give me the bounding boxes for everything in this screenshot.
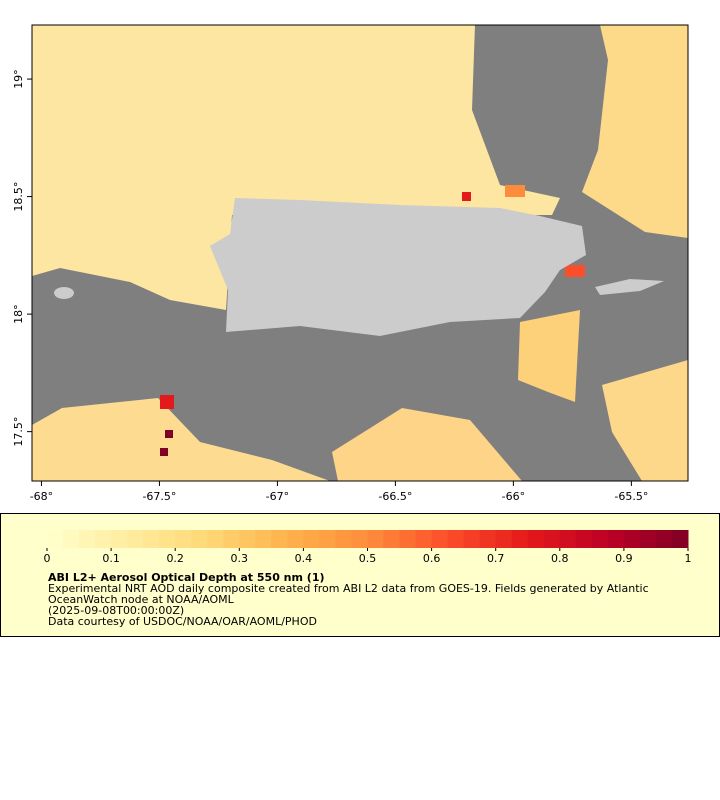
colorbar-segment <box>639 530 657 548</box>
aerosol-hotspot <box>160 395 174 409</box>
colorbar-segment <box>415 530 433 548</box>
colorbar-segment <box>351 530 368 548</box>
aerosol-hotspot <box>160 448 168 456</box>
legend-description: OceanWatch node at NOAA/AOML <box>48 593 235 606</box>
colorbar-tick-label: 1 <box>685 552 692 565</box>
y-tick-label: 19° <box>12 69 25 89</box>
colorbar-segment <box>447 530 465 548</box>
colorbar-segment <box>559 530 577 548</box>
colorbar-segment <box>287 530 304 548</box>
legend-date: (2025-09-08T00:00:00Z) <box>48 604 184 617</box>
colorbar-segment <box>479 530 497 548</box>
colorbar-tick-label: 0.4 <box>295 552 313 565</box>
colorbar-segment <box>207 530 224 548</box>
colorbar: 0 0.1 0.2 0.3 0.4 0.5 0.6 0.7 0.8 0.9 1 <box>44 530 692 565</box>
aerosol-hotspot <box>462 192 471 201</box>
x-tick-label: -67° <box>266 490 289 503</box>
colorbar-segment <box>303 530 320 548</box>
aerosol-hotspot <box>565 265 585 277</box>
colorbar-segment <box>495 530 513 548</box>
colorbar-segment <box>367 530 385 548</box>
colorbar-segment <box>511 530 529 548</box>
island-vieques <box>595 279 664 295</box>
legend-credit: Data courtesy of USDOC/NOAA/OAR/AOML/PHO… <box>48 615 317 628</box>
colorbar-segment <box>527 530 545 548</box>
aerosol-hotspot <box>165 430 173 438</box>
x-tick-label: -66° <box>502 490 525 503</box>
colorbar-segment <box>671 530 689 548</box>
colorbar-tick-label: 0.6 <box>423 552 441 565</box>
colorbar-segment <box>591 530 609 548</box>
aerosol-field <box>32 398 330 481</box>
colorbar-segment <box>271 530 288 548</box>
colorbar-segment <box>79 530 96 548</box>
aerosol-field <box>602 360 688 481</box>
colorbar-segment <box>335 530 352 548</box>
colorbar-tick-label: 0.7 <box>487 552 505 565</box>
colorbar-segment <box>607 530 625 548</box>
aerosol-field <box>582 25 688 238</box>
colorbar-segment <box>175 530 192 548</box>
plot-frame <box>31 24 689 482</box>
colorbar-segment <box>223 530 240 548</box>
x-tick-label: -66.5° <box>378 490 412 503</box>
colorbar-segment <box>127 530 144 548</box>
island-puerto-rico <box>210 198 586 336</box>
colorbar-segment <box>159 530 176 548</box>
colorbar-segment <box>623 530 641 548</box>
aerosol-field <box>332 408 522 481</box>
colorbar-segment <box>143 530 160 548</box>
colorbar-segment <box>543 530 561 548</box>
colorbar-segment <box>255 530 272 548</box>
aerosol-hotspot <box>505 185 525 197</box>
legend-title: ABI L2+ Aerosol Optical Depth at 550 nm … <box>48 571 325 584</box>
colorbar-tick-label: 0.3 <box>231 552 249 565</box>
colorbar-segment <box>463 530 481 548</box>
colorbar-segment <box>575 530 593 548</box>
colorbar-segment <box>47 530 64 548</box>
colorbar-segment <box>655 530 673 548</box>
x-tick-label: -68° <box>30 490 53 503</box>
colorbar-tick-label: 0 <box>44 552 51 565</box>
colorbar-tick-label: 0.9 <box>615 552 633 565</box>
y-tick-label: 17.5° <box>12 417 25 447</box>
colorbar-segment <box>63 530 80 548</box>
colorbar-segment <box>111 530 128 548</box>
x-tick-label: -65.5° <box>614 490 648 503</box>
y-tick-label: 18° <box>12 304 25 324</box>
aerosol-field <box>518 310 580 402</box>
aerosol-field <box>32 25 560 310</box>
colorbar-segment <box>191 530 208 548</box>
colorbar-segment <box>95 530 112 548</box>
x-tick-label: -67.5° <box>142 490 176 503</box>
colorbar-segment <box>399 530 417 548</box>
colorbar-tick-label: 0.8 <box>551 552 569 565</box>
colorbar-tick-label: 0.1 <box>102 552 120 565</box>
colorbar-segment <box>383 530 401 548</box>
y-tick-label: 18.5° <box>12 182 25 212</box>
map <box>31 24 689 482</box>
colorbar-segment <box>319 530 336 548</box>
colorbar-segment <box>431 530 449 548</box>
colorbar-segment <box>239 530 256 548</box>
island-mona <box>54 287 74 299</box>
colorbar-tick-label: 0.5 <box>359 552 377 565</box>
colorbar-tick-label: 0.2 <box>166 552 184 565</box>
legend-description: Experimental NRT AOD daily composite cre… <box>48 582 649 595</box>
